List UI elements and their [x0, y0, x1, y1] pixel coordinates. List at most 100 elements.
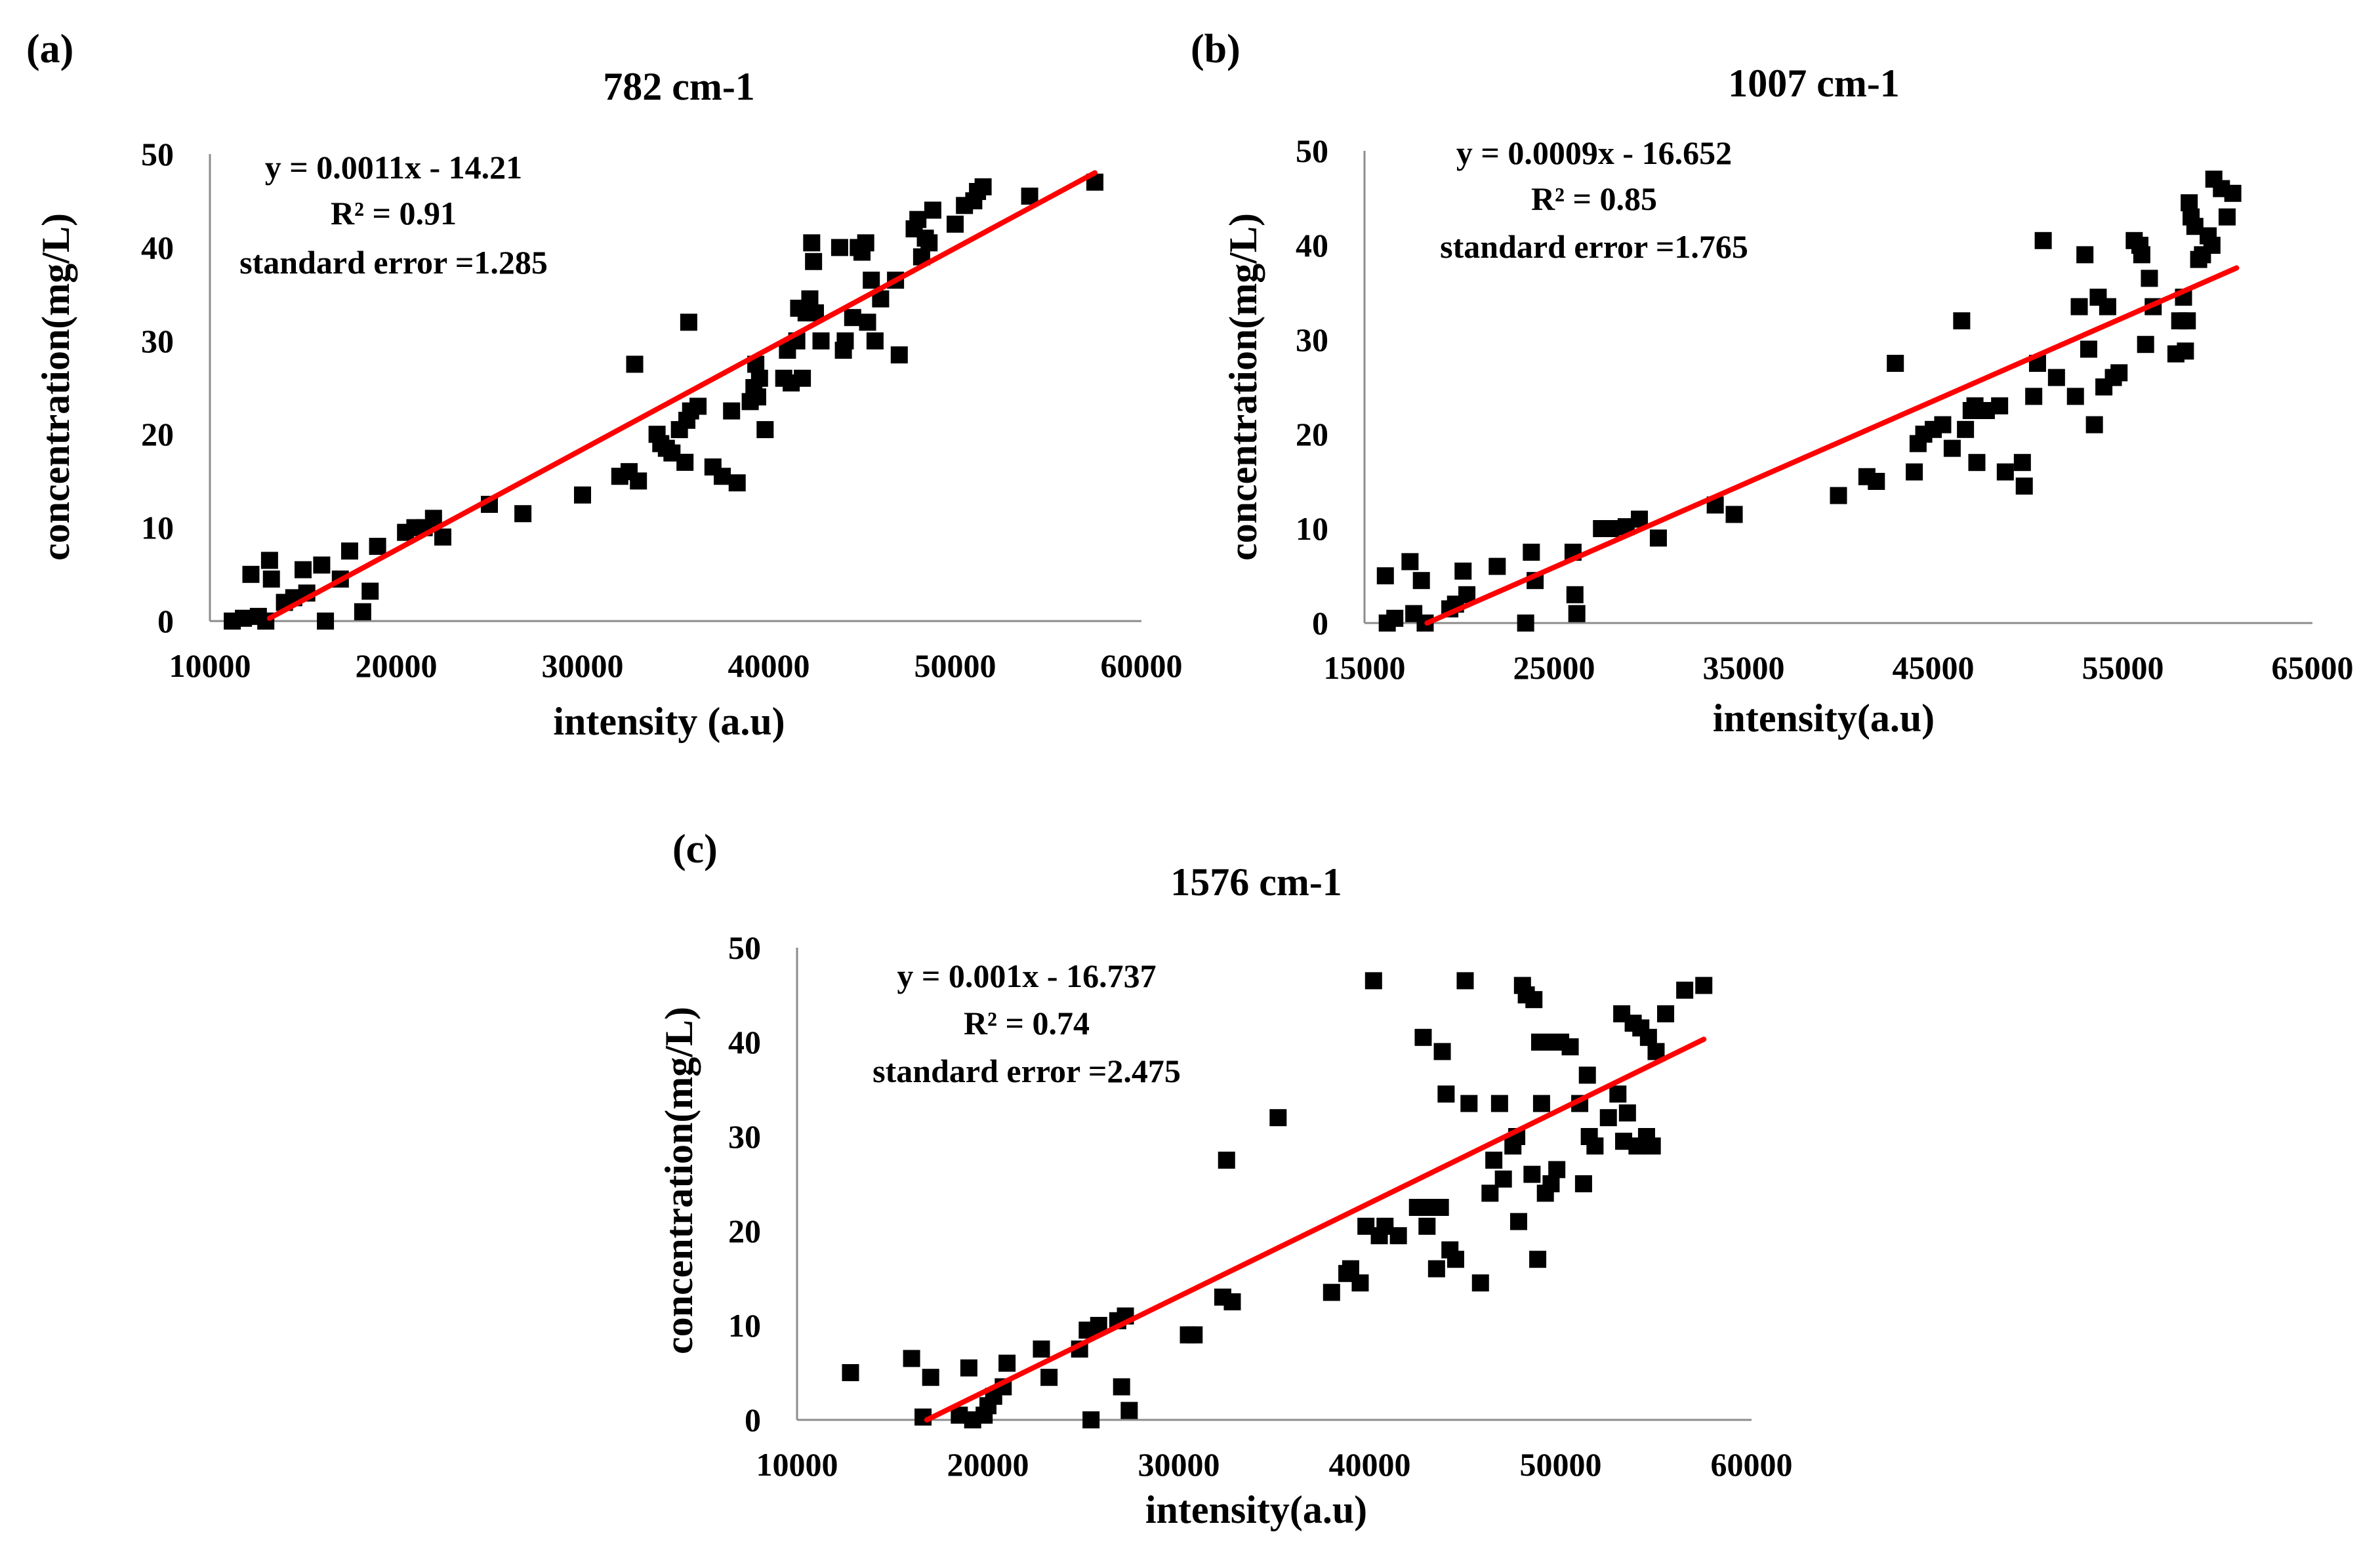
equation-a: y = 0.0011x - 14.21: [265, 149, 522, 186]
x-axis-label-c: intensity(a.u): [1145, 1488, 1367, 1531]
y-tick-label-a: 20: [141, 416, 174, 453]
axes-c: 10000 20000 30000 40000 50000 60000 0 10 20 30 40 5…: [728, 929, 1793, 1483]
data-point-c: [1323, 1283, 1340, 1301]
data-point-a: [803, 234, 821, 252]
data-point-b: [1386, 609, 1404, 627]
data-point-a: [794, 369, 811, 387]
data-point-b: [2224, 184, 2242, 202]
panel-label-c: (c): [672, 827, 718, 872]
equation-b: y = 0.0009x - 16.652: [1456, 134, 1732, 171]
x-tick-label-b: 65000: [2272, 649, 2354, 686]
data-point-b: [2025, 388, 2043, 405]
data-point-a: [361, 582, 379, 600]
r-squared-c: R² = 0.74: [964, 1005, 1090, 1041]
x-tick-label-b: 35000: [1703, 649, 1785, 686]
data-point-a: [831, 239, 848, 256]
data-point-a: [866, 332, 884, 350]
data-point-c: [1418, 1217, 1436, 1235]
y-tick-label-b: 40: [1296, 227, 1328, 264]
data-point-b: [1401, 553, 1419, 571]
data-point-c: [1485, 1152, 1503, 1169]
x-tick-label-c: 50000: [1520, 1446, 1602, 1483]
data-point-b: [1649, 529, 1667, 547]
data-point-a: [844, 309, 861, 327]
trendline-line-a: [266, 170, 1098, 621]
data-point-b: [2034, 232, 2052, 249]
data-point-b: [2137, 336, 2154, 353]
data-point-a: [728, 474, 746, 492]
data-point-a: [714, 468, 731, 485]
y-tick-label-c: 50: [728, 929, 761, 966]
data-point-a: [434, 528, 451, 546]
data-point-c: [903, 1350, 920, 1367]
data-point-b: [2080, 340, 2097, 358]
data-point-b: [1517, 615, 1534, 632]
x-tick-label-b: 25000: [1513, 649, 1595, 686]
data-point-a: [295, 561, 312, 578]
panel-b: (b) 1007 cm-1 15000 25000 35000 45000 55000 6…: [1191, 27, 2354, 740]
data-point-c: [1433, 1043, 1451, 1060]
chart-title-b: 1007 cm-1: [1728, 62, 1900, 105]
data-point-c: [998, 1354, 1016, 1372]
data-point-a: [341, 542, 358, 560]
panel-label-a: (a): [26, 27, 73, 71]
data-point-b: [1830, 487, 1847, 504]
data-point-b: [1943, 439, 1961, 457]
data-point-c: [1446, 1251, 1464, 1268]
x-tick-label-b: 45000: [1893, 649, 1975, 686]
data-point-b: [2076, 246, 2094, 264]
data-point-a: [574, 486, 591, 504]
data-point-b: [1376, 567, 1394, 584]
data-point-a: [514, 505, 532, 523]
data-point-a: [974, 178, 992, 195]
axes-a: 10000 20000 30000 40000 50000 60000 0 10 20 30 40 5…: [141, 136, 1183, 684]
equation-c: y = 0.001x - 16.737: [897, 958, 1156, 994]
trendline-b: [1424, 265, 2240, 626]
trendline-c: [924, 1036, 1707, 1422]
data-point-c: [1033, 1341, 1050, 1358]
std-error-c: standard error =2.475: [872, 1053, 1181, 1089]
data-point-c: [1185, 1326, 1203, 1344]
data-point-a: [890, 346, 908, 364]
data-point-c: [1695, 977, 1713, 994]
data-point-c: [1578, 1066, 1596, 1084]
data-point-a: [242, 565, 260, 583]
data-point-b: [1906, 463, 1923, 481]
data-point-c: [1218, 1152, 1235, 1169]
data-point-a: [863, 272, 880, 289]
data-point-a: [805, 252, 823, 270]
panel-label-b: (b): [1191, 27, 1241, 71]
data-point-b: [1454, 562, 1472, 580]
x-tick-label-c: 60000: [1711, 1446, 1793, 1483]
data-point-a: [626, 355, 644, 373]
data-point-a: [920, 234, 938, 252]
data-point-c: [1223, 1293, 1241, 1310]
y-tick-label-b: 30: [1296, 321, 1328, 358]
y-tick-label-c: 10: [728, 1307, 761, 1344]
y-tick-label-b: 20: [1296, 416, 1328, 453]
x-tick-label-b: 55000: [2082, 649, 2164, 686]
x-tick-label-b: 15000: [1324, 649, 1406, 686]
y-tick-label-c: 20: [728, 1213, 761, 1249]
data-point-c: [1364, 972, 1382, 990]
data-point-b: [1868, 473, 1885, 490]
data-point-c: [1456, 972, 1474, 990]
x-tick-label-a: 50000: [914, 647, 996, 684]
data-point-c: [1561, 1038, 1579, 1056]
data-point-a: [354, 603, 371, 620]
data-point-c: [1494, 1170, 1512, 1188]
data-point-b: [2141, 270, 2158, 287]
panel-c: (c) 1576 cm-1 10000 20000 30000 40000 50000 6…: [657, 827, 1793, 1531]
data-point-c: [1676, 981, 1694, 999]
trendline-line-c: [924, 1036, 1707, 1422]
data-point-b: [1412, 572, 1430, 590]
trendline-line-b: [1424, 265, 2240, 626]
data-point-c: [1471, 1274, 1489, 1292]
data-point-a: [947, 215, 964, 233]
data-point-a: [235, 609, 253, 627]
y-tick-label-b: 10: [1296, 510, 1328, 547]
x-axis-label-a: intensity (a.u): [553, 700, 785, 743]
r-squared-b: R² = 0.85: [1531, 180, 1657, 217]
x-tick-label-a: 60000: [1101, 647, 1183, 684]
data-point-c: [1523, 1165, 1541, 1183]
